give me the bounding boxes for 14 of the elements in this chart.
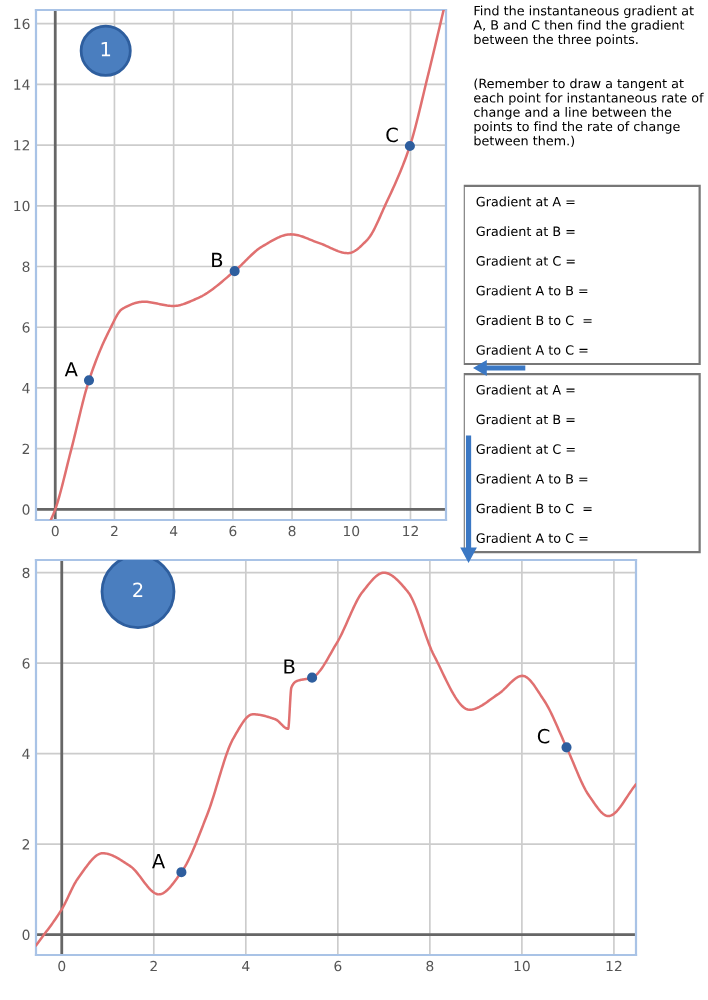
annotation: 2	[133, 582, 143, 597]
point	[307, 672, 318, 683]
annotation: A	[64, 362, 78, 377]
annotation: C	[537, 728, 550, 744]
annotation: C	[386, 127, 398, 143]
point	[229, 266, 240, 277]
annotation: A	[152, 853, 166, 869]
point	[176, 867, 187, 878]
point	[404, 140, 415, 152]
annotation: B	[212, 252, 223, 268]
annotation: 1	[101, 41, 111, 57]
point	[561, 742, 572, 753]
annotation: B	[284, 659, 295, 674]
point	[83, 375, 95, 386]
